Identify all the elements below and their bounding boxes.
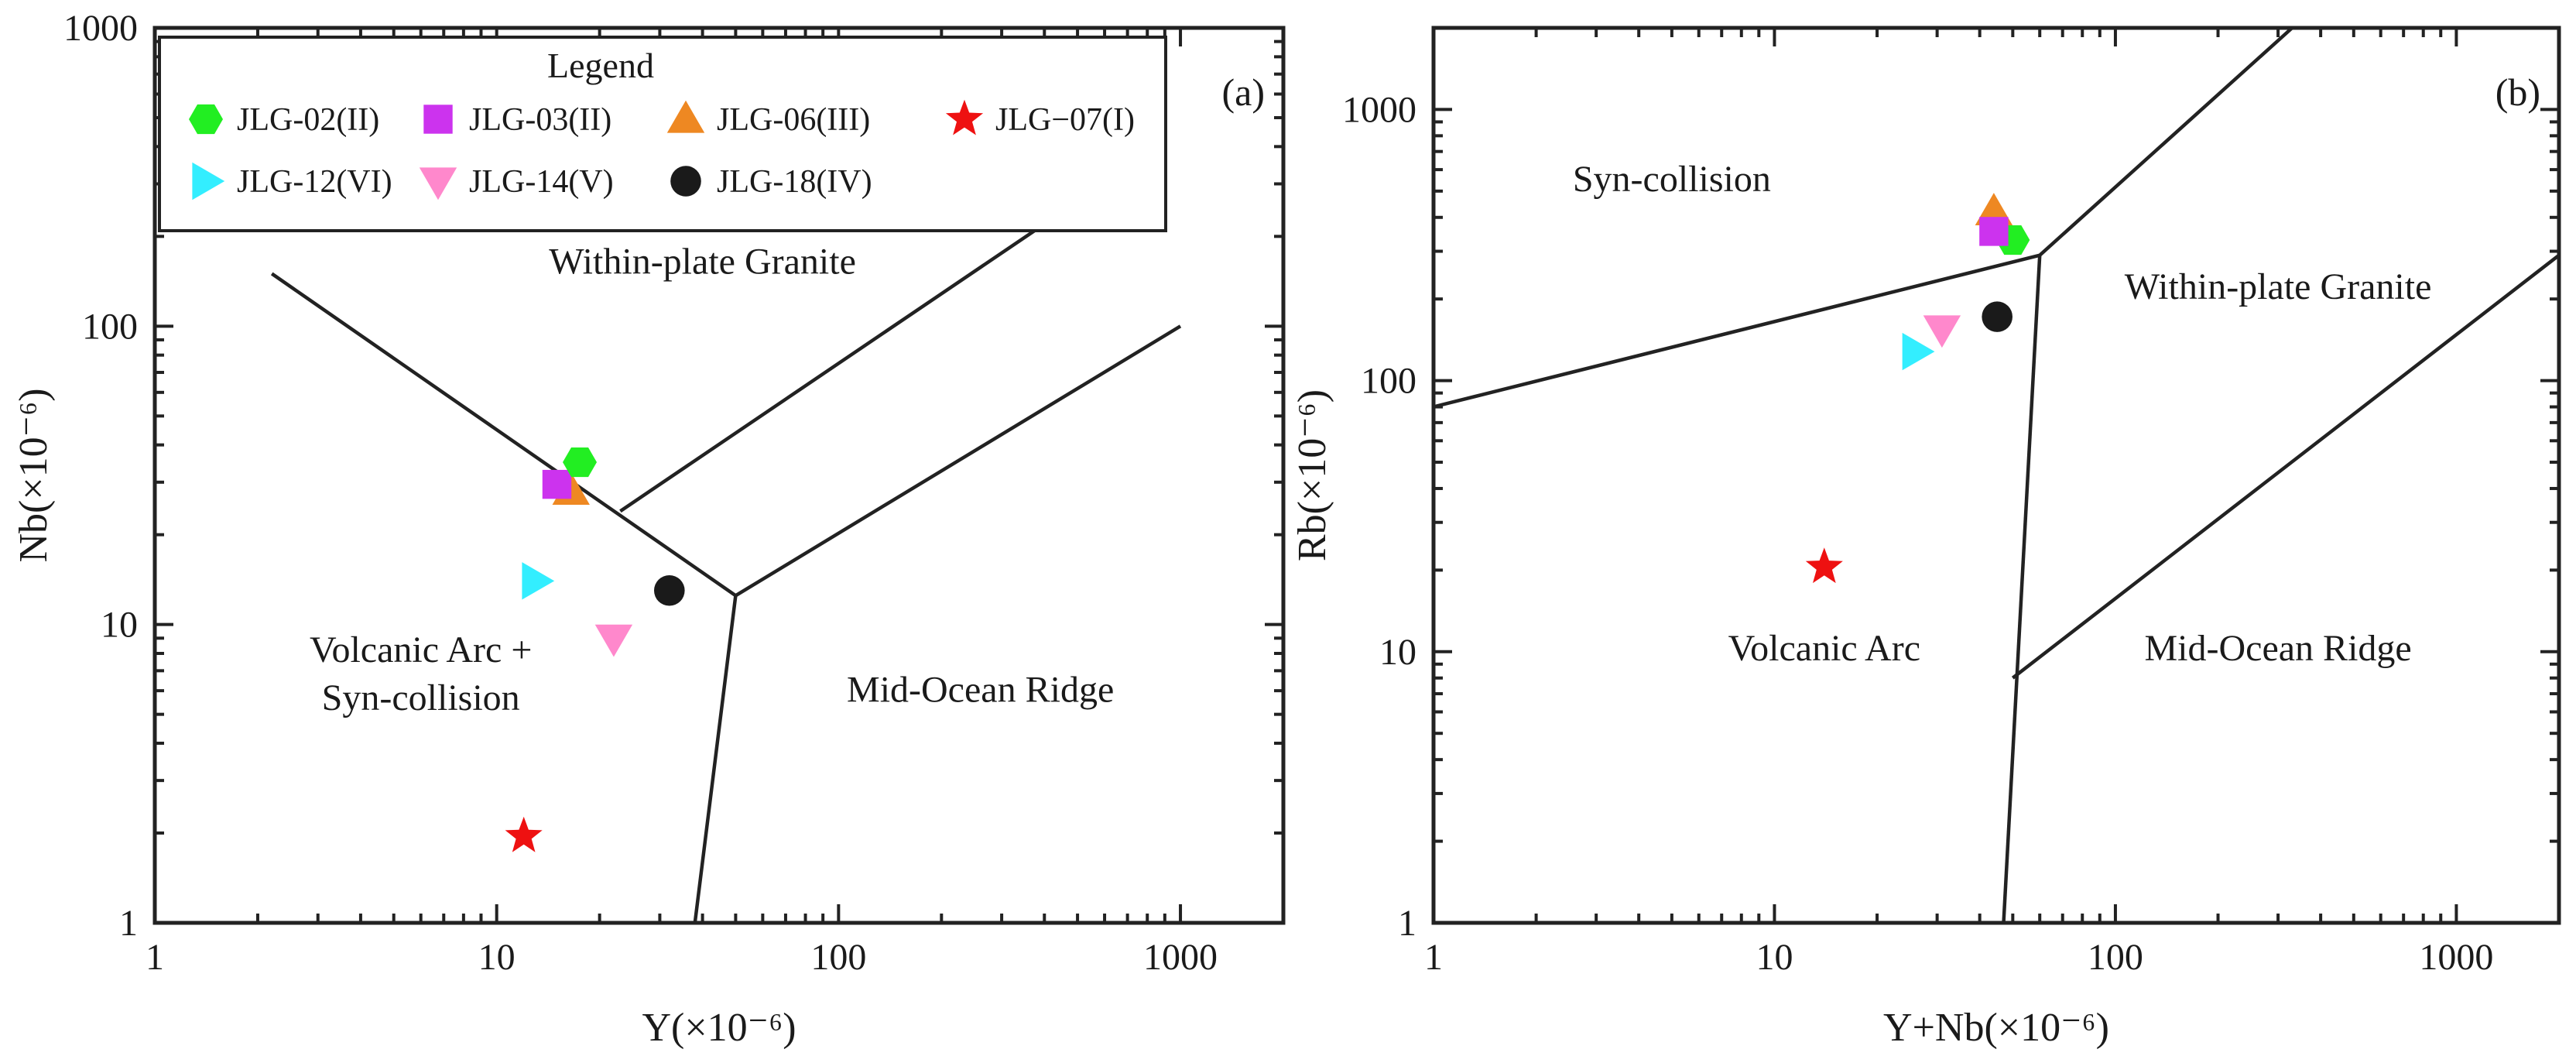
field-label-line: Volcanic Arc + <box>310 629 532 670</box>
x-tick-label: 1 <box>1424 937 1443 978</box>
panel-a-frame <box>152 26 1286 925</box>
field-label: Syn-collision <box>1573 159 1771 200</box>
legend-entry-label: JLG-18(IV) <box>717 164 872 200</box>
x-tick-label: 10 <box>1756 937 1793 978</box>
data-point <box>653 574 685 606</box>
y-tick-label: 1 <box>119 903 138 944</box>
y-tick-label: 100 <box>82 306 138 347</box>
y-tick-label: 10 <box>1379 632 1416 673</box>
field-label: Volcanic Arc <box>1728 628 1920 669</box>
legend-marker <box>670 166 701 197</box>
y-tick-label: 1 <box>1398 903 1416 944</box>
field-label-line: Mid-Ocean Ridge <box>847 670 1114 711</box>
panel-b: Syn-collision Within-plate Granite Volcani… <box>1290 26 2561 1050</box>
data-point <box>1923 315 1961 348</box>
legend-marker <box>666 100 705 133</box>
boundary-line <box>619 222 1046 513</box>
panel-a-boundaries <box>270 222 1182 924</box>
legend-marker <box>945 99 984 135</box>
boundary-line <box>2002 255 2042 924</box>
panel-a-label: (a) <box>1222 70 1266 114</box>
x-tick-label: 1000 <box>2419 937 2493 978</box>
data-point <box>594 624 633 657</box>
legend-entry-label: JLG-03(II) <box>469 102 611 138</box>
panel-b-points <box>1805 193 2030 584</box>
panel-a-points <box>505 447 685 852</box>
legend-marker <box>192 162 225 201</box>
field-label-line: Within-plate Granite <box>2125 266 2432 307</box>
x-tick-label: 10 <box>478 937 516 978</box>
field-label: Mid-Ocean Ridge <box>847 670 1114 711</box>
panel-b-field-labels: Syn-collision Within-plate Granite Volcani… <box>1573 159 2432 669</box>
legend: Legend JLG-02(II) JLG-03(II) JLG-06(III) JL… <box>158 36 1167 232</box>
boundary-line <box>735 324 1182 598</box>
data-point <box>1805 547 1843 584</box>
panel-a-y-axis-label: Nb(×10⁻⁶) <box>12 388 56 562</box>
legend-marker <box>189 104 223 135</box>
boundary-line <box>2011 253 2561 680</box>
panel-b-y-axis-label: Rb(×10⁻⁶) <box>1290 389 1334 561</box>
field-label-line: Mid-Ocean Ridge <box>2144 628 2411 669</box>
data-point <box>542 469 572 499</box>
boundary-line <box>1433 26 2293 409</box>
panel-a-field-labels: Within-plate Granite Volcanic Arc + Syn-co… <box>310 241 1114 718</box>
field-label: Within-plate Granite <box>2125 266 2432 307</box>
x-tick-label: 100 <box>810 937 866 978</box>
data-point <box>1979 217 2009 246</box>
legend-entries: JLG-02(II) JLG-03(II) JLG-06(III) JLG−07(I)… <box>189 99 1135 201</box>
y-tick-label: 100 <box>1361 361 1416 402</box>
legend-marker <box>419 167 457 201</box>
panel-b-label: (b) <box>2496 70 2540 114</box>
x-tick-label: 1 <box>146 937 164 978</box>
y-tick-label: 10 <box>101 605 138 646</box>
y-tick-label: 1000 <box>63 8 138 49</box>
legend-entry-label: JLG-12(VI) <box>237 164 392 200</box>
x-tick-label: 100 <box>2088 937 2143 978</box>
field-label-line: Syn-collision <box>1573 159 1771 200</box>
data-point <box>1982 301 2012 332</box>
field-label-line: Within-plate Granite <box>549 241 856 282</box>
panel-b-boundaries <box>1433 26 2561 924</box>
y-tick-label: 1000 <box>1342 89 1416 130</box>
data-point <box>563 447 597 478</box>
legend-title: Legend <box>547 46 654 85</box>
panel-b-x-axis-label: Y+Nb(×10⁻⁶) <box>1883 1006 2109 1050</box>
panel-b-frame <box>1431 26 2561 925</box>
field-label-line: Syn-collision <box>322 677 520 718</box>
legend-entry-label: JLG-02(II) <box>237 102 379 138</box>
panel-a-x-axis-label: Y(×10⁻⁶) <box>642 1006 796 1050</box>
data-point <box>505 816 543 852</box>
data-point <box>1902 332 1935 371</box>
data-point <box>522 562 555 600</box>
field-label-line: Volcanic Arc <box>1728 628 1920 669</box>
legend-marker <box>423 105 453 134</box>
panel-b-ticks: 1 10 100 1000 1 10 100 1000 <box>1342 28 2559 978</box>
legend-entry-label: JLG-06(III) <box>717 102 870 138</box>
field-label: Within-plate Granite <box>549 241 856 282</box>
legend-box <box>158 36 1167 232</box>
legend-entry-label: JLG−07(I) <box>995 102 1135 138</box>
x-tick-label: 1000 <box>1143 937 1218 978</box>
legend-entry-label: JLG-14(V) <box>469 164 614 200</box>
panel-a-ticks: 1 10 100 1000 1 10 100 1000 <box>63 8 1283 978</box>
field-label: Mid-Ocean Ridge <box>2144 628 2411 669</box>
field-label: Volcanic Arc + Syn-collision <box>310 629 532 718</box>
panel-a: Within-plate Granite Volcanic Arc + Syn-co… <box>12 8 1286 1050</box>
